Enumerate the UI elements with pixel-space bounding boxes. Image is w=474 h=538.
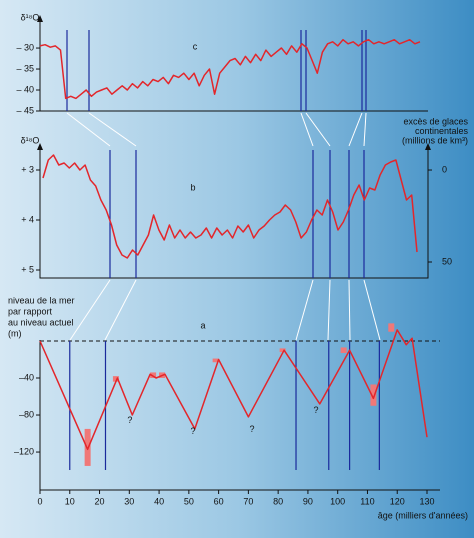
y-tick-label: – 45 (16, 105, 34, 115)
y2-axis-label: excès de glaces (403, 116, 468, 126)
y-axis-label: au niveau actuel (8, 317, 74, 327)
panel-label: a (200, 320, 205, 330)
x-tick-label: 100 (330, 496, 345, 506)
data-line (39, 329, 428, 451)
x-tick-label: 0 (37, 496, 42, 506)
y-tick-label: + 4 (21, 214, 34, 224)
y-axis-label: par rapport (8, 306, 53, 316)
y-tick-label: + 5 (21, 264, 34, 274)
y-tick-label: – 40 (16, 84, 34, 94)
y-tick-label: + 3 (21, 164, 34, 174)
y-tick-label: – 30 (16, 42, 34, 52)
y-tick-label: –40 (19, 372, 34, 382)
y2-axis-label: continentales (415, 126, 469, 136)
annotation: ? (313, 405, 318, 415)
x-tick-label: 90 (303, 496, 313, 506)
y2-tick-label: 0 (442, 164, 447, 174)
x-tick-label: 130 (419, 496, 434, 506)
annotation: ? (249, 424, 254, 434)
annotation: ? (191, 426, 196, 436)
connectors (66, 112, 381, 341)
x-tick-label: 10 (65, 496, 75, 506)
uncertainty-box (388, 323, 395, 332)
x-tick-label: 110 (360, 496, 374, 506)
y-tick-label: – 35 (16, 63, 34, 73)
panel-label: c (193, 41, 198, 51)
uncertainty-box (340, 347, 347, 353)
y-axis-label: δ¹⁸O (21, 135, 40, 145)
x-tick-label: 70 (243, 496, 253, 506)
data-line (42, 154, 418, 259)
x-tick-label: 60 (214, 496, 224, 506)
uncertainty-box (212, 358, 219, 363)
x-tick-label: 30 (124, 496, 134, 506)
uncertainty-box (370, 384, 377, 406)
panel-label: b (190, 182, 195, 192)
x-tick-label: 120 (390, 496, 405, 506)
y-axis-label: niveau de la mer (8, 295, 75, 305)
y-axis-label: δ¹⁸O (21, 12, 40, 22)
x-tick-label: 20 (95, 496, 105, 506)
x-tick-label: 40 (154, 496, 164, 506)
x-axis-label: âge (milliers d'années) (378, 510, 468, 520)
annotation: ? (127, 415, 132, 425)
y2-tick-label: 50 (442, 256, 452, 266)
x-tick-label: 50 (184, 496, 194, 506)
y-axis-label: (m) (8, 328, 22, 338)
uncertainty-box (150, 372, 157, 378)
uncertainty-box (112, 376, 119, 382)
y2-axis-label: (millions de km³) (402, 135, 468, 145)
y-tick-label: –80 (19, 409, 34, 419)
data-line (39, 38, 421, 100)
uncertainty-box (279, 348, 286, 353)
x-tick-label: 80 (273, 496, 283, 506)
y-tick-label: –120 (14, 446, 34, 456)
